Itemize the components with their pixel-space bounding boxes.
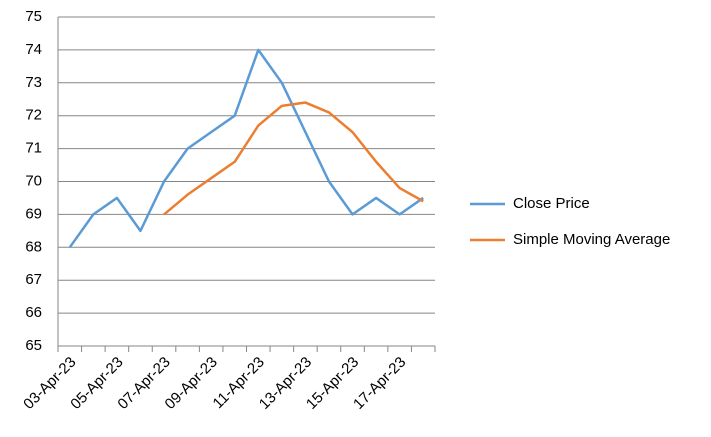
y-tick-label: 71 — [25, 140, 42, 157]
legend-label: Close Price — [513, 195, 590, 212]
legend-label: Simple Moving Average — [513, 231, 670, 248]
y-tick-label: 70 — [25, 172, 42, 189]
y-tick-label: 73 — [25, 74, 42, 91]
line-series — [68, 48, 424, 249]
y-tick-label: 69 — [25, 205, 42, 222]
line-series — [163, 101, 424, 216]
y-tick-label: 67 — [25, 271, 42, 288]
y-tick-label: 75 — [25, 8, 42, 25]
y-tick-label: 66 — [25, 304, 42, 321]
y-tick-label: 74 — [25, 41, 42, 58]
y-tick-label: 72 — [25, 107, 42, 124]
y-tick-label: 68 — [25, 238, 42, 255]
y-tick-label: 65 — [25, 337, 42, 354]
